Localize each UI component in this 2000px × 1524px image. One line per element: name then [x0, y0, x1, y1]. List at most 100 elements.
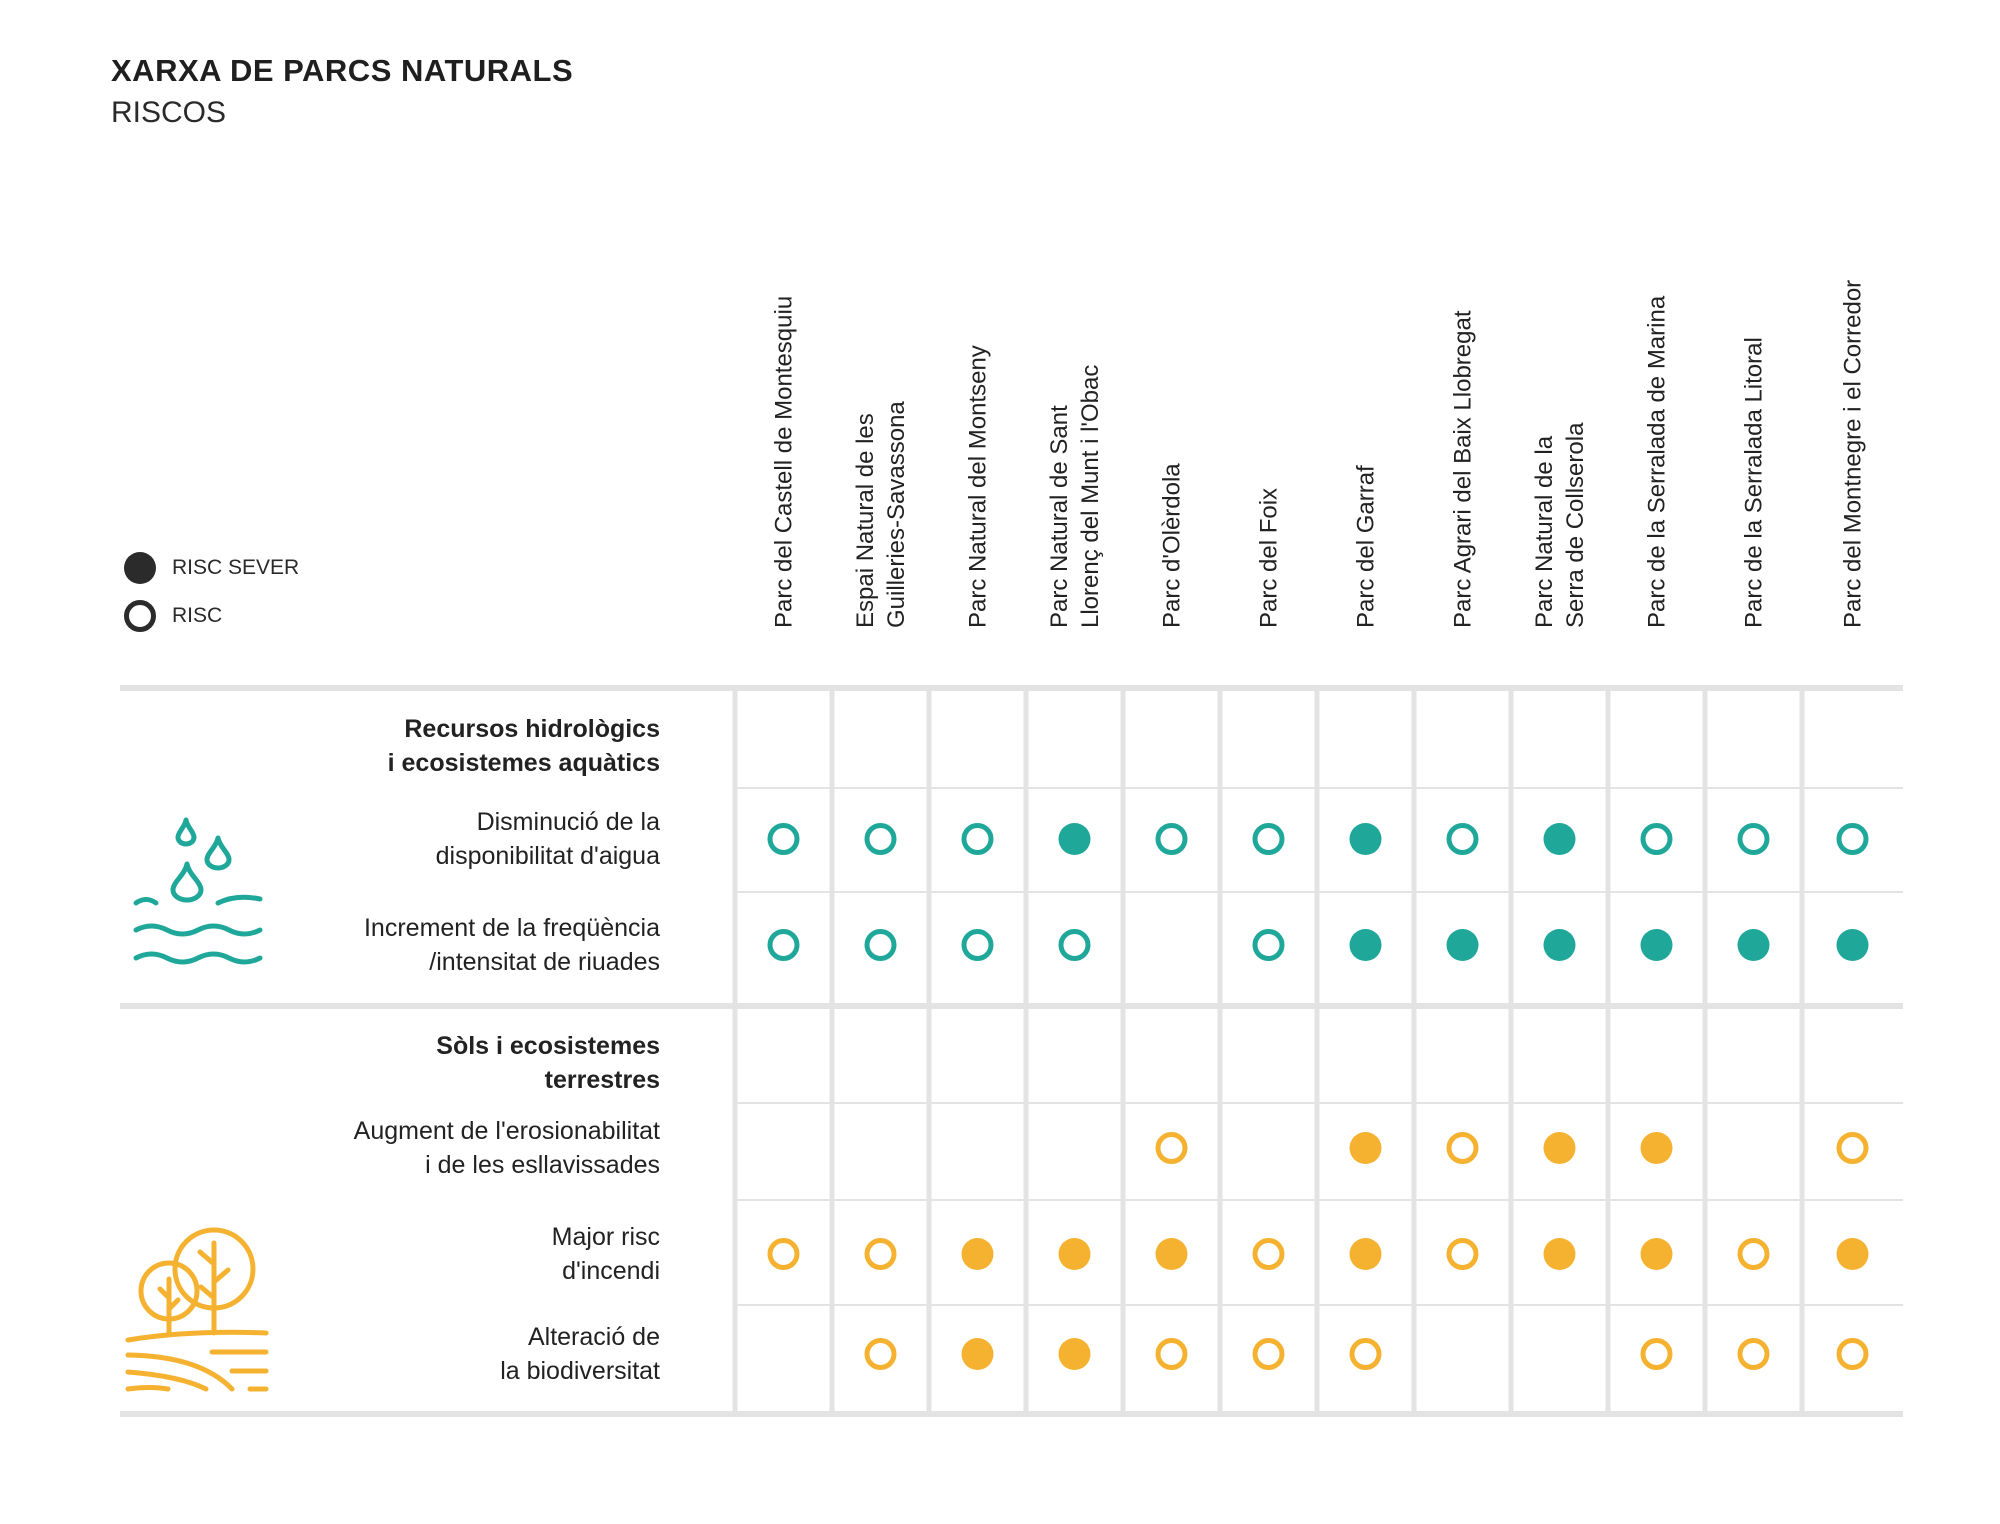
row-label: Disminució de la: [477, 808, 661, 836]
risk-marker: [1058, 929, 1091, 961]
risk-marker: [1155, 1338, 1188, 1370]
risk-marker: [1446, 1238, 1479, 1270]
severe-risk-marker: [961, 1238, 994, 1270]
severe-risk-marker: [1836, 929, 1869, 961]
severe-risk-marker: [1058, 1338, 1091, 1370]
wave-line: [215, 894, 263, 906]
row-label: Alteració de: [528, 1323, 660, 1351]
drop-shape: [170, 861, 204, 903]
trees-fields-icon: [125, 1227, 269, 1392]
risk-marker: [864, 823, 897, 855]
risk-marker: [864, 929, 897, 961]
row-label: i de les esllavissades: [425, 1151, 660, 1179]
risk-marker: [767, 1238, 800, 1270]
column-header-label: Parc d'Olèrdola: [1159, 463, 1186, 628]
severe-risk-marker: [1543, 1132, 1576, 1164]
risk-marker: [1252, 1238, 1285, 1270]
page-title: XARXA DE PARCS NATURALS: [111, 53, 574, 88]
row-label: d'incendi: [562, 1257, 660, 1285]
column-header-label: Guilleries-Savassona: [883, 401, 910, 628]
severe-risk-marker: [1446, 929, 1479, 961]
column-header-label: Parc del Castell de Montesquiu: [771, 296, 798, 628]
page-subtitle: RISCOS: [111, 96, 227, 129]
column-header-label: Parc del Montnegre i el Corredor: [1840, 280, 1867, 628]
severe-risk-marker: [1543, 929, 1576, 961]
risk-marker: [1737, 823, 1770, 855]
severe-risk-marker: [961, 1338, 994, 1370]
risk-marker: [1836, 823, 1869, 855]
risk-marker: [767, 929, 800, 961]
severe-risk-marker: [1543, 823, 1576, 855]
severe-risk-marker: [1640, 1132, 1673, 1164]
wave-line: [133, 951, 263, 965]
severe-risk-marker: [1349, 823, 1382, 855]
legend-item-risk: RISC: [124, 592, 299, 640]
group-title: Sòls i ecosistemes: [436, 1032, 660, 1060]
column-header-label: Parc Agrari del Baix Llobregat: [1450, 310, 1477, 628]
severe-risk-marker: [1640, 1238, 1673, 1270]
severe-risk-marker: [1737, 929, 1770, 961]
field-line: [125, 1369, 209, 1392]
risk-marker: [1349, 1338, 1382, 1370]
severe-risk-marker: [1836, 1238, 1869, 1270]
severe-risk-marker: [1349, 1238, 1382, 1270]
risk-marker: [1836, 1338, 1869, 1370]
wave-line: [133, 897, 159, 906]
risk-marker: [1737, 1238, 1770, 1270]
risk-marker: [1252, 929, 1285, 961]
risk-marker: [767, 823, 800, 855]
risk-marker: [1446, 1132, 1479, 1164]
risk-marker: [961, 929, 994, 961]
severe-risk-marker: [1640, 929, 1673, 961]
field-line: [125, 1329, 269, 1343]
severe-risk-marker: [1155, 1238, 1188, 1270]
row-label: Major risc: [552, 1223, 660, 1251]
risk-marker: [1252, 823, 1285, 855]
risk-marker: [1155, 1132, 1188, 1164]
row-label: Augment de l'erosionabilitat: [354, 1117, 660, 1145]
row-label: /intensitat de riuades: [429, 948, 660, 976]
risk-marker: [864, 1238, 897, 1270]
risk-marker: [1252, 1338, 1285, 1370]
column-header-label: Parc del Garraf: [1353, 465, 1380, 628]
risk-marker: [864, 1338, 897, 1370]
risk-marker: [1836, 1132, 1869, 1164]
column-header-label: Parc del Foix: [1256, 488, 1283, 628]
column-header-label: Parc Natural de la: [1531, 435, 1558, 628]
ring-icon: [124, 600, 156, 632]
risk-marker: [961, 823, 994, 855]
column-header-label: Serra de Collserola: [1562, 422, 1589, 628]
group-title: terrestres: [545, 1066, 660, 1094]
risk-marker: [1640, 823, 1673, 855]
group-title: Recursos hidrològics: [404, 715, 660, 743]
row-label: Increment de la freqüència: [364, 914, 660, 942]
tree-branches: [197, 1249, 231, 1301]
wave-line: [133, 923, 263, 937]
filled-circle-icon: [124, 552, 156, 584]
legend: RISC SEVER RISC: [124, 544, 299, 640]
risk-marker: [1737, 1338, 1770, 1370]
column-header-label: Parc Natural de Sant: [1046, 405, 1073, 628]
field-line: [125, 1385, 171, 1392]
field-line: [125, 1352, 235, 1392]
legend-item-severe: RISC SEVER: [124, 544, 299, 592]
tree-branches: [157, 1286, 181, 1312]
severe-risk-marker: [1349, 929, 1382, 961]
risk-marker: [1446, 823, 1479, 855]
row-label: disponibilitat d'aigua: [436, 842, 660, 870]
group-title: i ecosistemes aquàtics: [388, 749, 660, 777]
column-header-label: Parc de la Serralada de Marina: [1644, 295, 1671, 628]
legend-label: RISC: [172, 604, 223, 627]
risk-marker: [1155, 823, 1188, 855]
drop-shape: [204, 835, 232, 871]
column-header-label: Parc de la Serralada Litoral: [1741, 337, 1768, 628]
column-header-label: Llorenç del Munt i l'Obac: [1077, 365, 1104, 628]
drop-shape: [175, 817, 197, 847]
row-label: la biodiversitat: [500, 1357, 660, 1385]
severe-risk-marker: [1058, 1238, 1091, 1270]
severe-risk-marker: [1058, 823, 1091, 855]
column-header-label: Parc Natural del Montseny: [965, 345, 992, 628]
severe-risk-marker: [1543, 1238, 1576, 1270]
legend-label: RISC SEVER: [172, 556, 300, 579]
